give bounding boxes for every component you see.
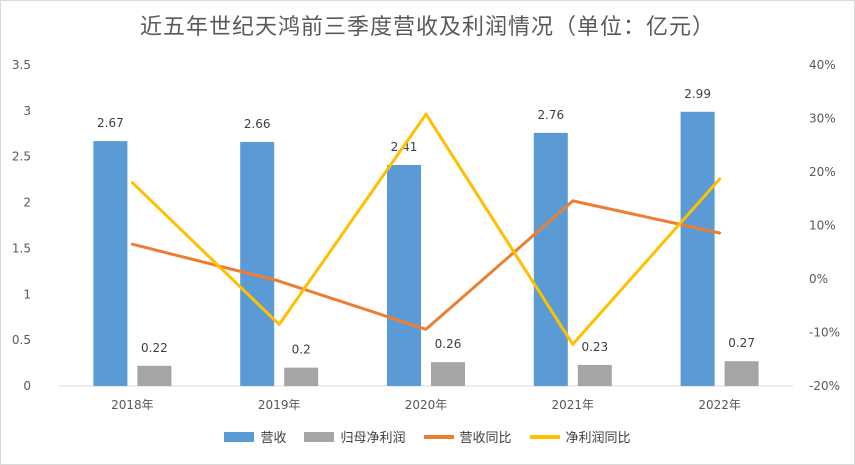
y-right-tick-label: -10% (809, 326, 840, 340)
data-label-revenue: 2.67 (97, 116, 124, 130)
legend-swatch-net-profit (304, 431, 335, 442)
y-left-tick-label: 0.5 (12, 333, 31, 347)
data-label-net-profit: 0.27 (728, 336, 755, 350)
x-tick-label: 2022年 (698, 398, 741, 412)
y-left-tick-label: 2.5 (12, 150, 31, 164)
bar-revenue (387, 164, 421, 386)
bar-net-profit (284, 367, 319, 386)
legend-label-profit-yoy: 净利润同比 (565, 431, 631, 446)
legend-label-net-profit: 归母净利润 (340, 431, 406, 446)
legend-swatch-revenue (224, 431, 255, 442)
bar-net-profit (724, 361, 759, 386)
legend-swatch-revenue-yoy (423, 434, 454, 439)
x-tick-label: 2020年 (405, 398, 448, 412)
legend-item-revenue: 营收 (224, 427, 286, 446)
data-label-revenue: 2.66 (244, 117, 271, 131)
data-label-revenue: 2.76 (537, 108, 564, 122)
legend-swatch-profit-yoy (529, 434, 560, 439)
y-right-tick-label: 30% (809, 112, 836, 126)
y-right-tick-label: 10% (809, 219, 836, 233)
data-label-net-profit: 0.2 (292, 343, 311, 357)
y-right-tick-label: 20% (809, 165, 836, 179)
x-tick-label: 2019年 (258, 398, 301, 412)
y-right-tick-label: 0% (809, 272, 828, 286)
series-line-profit-yoy (130, 112, 722, 346)
bar-revenue (93, 141, 128, 386)
legend-item-profit-yoy: 净利润同比 (529, 427, 631, 446)
legend-label-revenue-yoy: 营收同比 (459, 431, 512, 446)
combo-chart: 0 0.5 1 1.5 2 2.5 3 3.5 -20% -10% 0% 10% 20% 30% 40% 20… (12, 58, 840, 412)
legend-label-revenue: 营收 (260, 431, 287, 446)
y-left-tick-label: 1 (23, 287, 31, 301)
chart-title: 近五年世纪天鸿前三季度营收及利润情况（单位：亿元） (139, 15, 715, 40)
data-label-net-profit: 0.22 (141, 341, 168, 355)
chart-legend: 营收 归母净利润 营收同比 净利润同比 (1, 427, 854, 446)
y-left-tick-label: 3 (23, 104, 31, 118)
bar-net-profit (431, 362, 465, 386)
legend-item-revenue-yoy: 营收同比 (423, 427, 512, 446)
y-left-tick-label: 0 (23, 379, 31, 393)
y-left-tick-label: 2 (23, 196, 31, 210)
data-label-net-profit: 0.26 (435, 337, 462, 351)
y-right-tick-label: -20% (809, 379, 840, 393)
bar-revenue (680, 111, 715, 386)
bar-net-profit (577, 364, 612, 386)
bar-revenue (533, 132, 568, 386)
data-label-net-profit: 0.23 (581, 340, 608, 354)
y-left-tick-label: 3.5 (12, 58, 31, 72)
x-tick-label: 2018年 (111, 398, 154, 412)
data-label-revenue: 2.99 (684, 87, 711, 101)
y-left-tick-label: 1.5 (12, 241, 31, 255)
legend-item-net-profit: 归母净利润 (304, 427, 406, 446)
series-line-revenue-yoy (130, 199, 722, 331)
y-right-tick-label: 40% (809, 58, 836, 72)
bar-net-profit (137, 365, 172, 386)
x-tick-label: 2021年 (552, 398, 595, 412)
bar-revenue (240, 142, 275, 386)
